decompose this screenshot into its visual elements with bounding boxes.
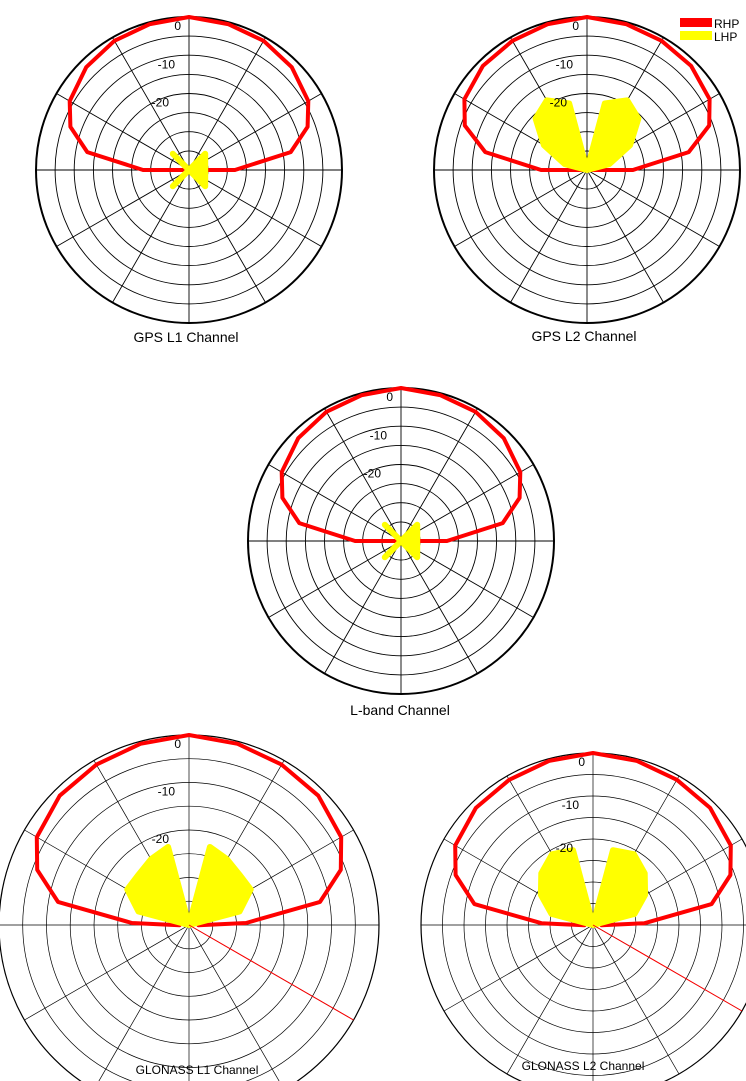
ring-label: 0	[174, 737, 181, 751]
series-radial-line	[592, 924, 743, 1012]
ring-label: -20	[556, 841, 574, 855]
chart-l-band: 0 -10 -20 L-band Channel	[247, 386, 555, 718]
polar-plot-gps-l1: 0 -10 -20	[35, 15, 343, 324]
legend-label-rhp: RHP	[714, 17, 739, 31]
legend-swatch-lhp	[680, 31, 712, 40]
caption-gps-l2: GPS L2 Channel	[531, 328, 636, 344]
polar-plot-glonass-l1: 0 -10 -20	[0, 733, 380, 1081]
chart-gps-l1: 0 -10 -20 GPS L1 Channel	[35, 15, 343, 345]
series-radial-line	[188, 924, 354, 1021]
ring-label: 0	[174, 19, 181, 33]
ring-label: -10	[158, 57, 176, 71]
ring-label: -10	[556, 57, 574, 71]
chart-glonass-l2: 0 -10 -20 GLONASS L2 Channel	[420, 751, 746, 1081]
grid-ring	[0, 734, 380, 1081]
chart-glonass-l1: 0 -10 -20 GLONASS L1 Channel	[0, 733, 380, 1081]
polar-plot-gps-l2: 0 -10 -20	[433, 15, 741, 324]
polar-plot-glonass-l2: 0 -10 -20	[420, 751, 746, 1081]
ring-label: 0	[578, 755, 585, 769]
legend-label-lhp: LHP	[714, 30, 737, 44]
caption-gps-l1: GPS L1 Channel	[133, 329, 238, 345]
polar-grid	[420, 752, 746, 1081]
ring-label: 0	[386, 390, 393, 404]
ring-label: -10	[370, 428, 388, 442]
ring-label: -20	[152, 832, 170, 846]
ring-label: 0	[572, 19, 579, 33]
ring-label: -20	[550, 96, 568, 110]
caption-l-band: L-band Channel	[350, 702, 450, 718]
legend: RHP LHP	[680, 17, 739, 44]
ring-label: -10	[158, 785, 176, 799]
caption-glonass-l1: GLONASS L1 Channel	[136, 1063, 259, 1077]
legend-swatch-rhp	[680, 18, 712, 27]
caption-glonass-l2: GLONASS L2 Channel	[522, 1059, 645, 1073]
chart-gps-l2: 0 -10 -20 GPS L2 Channel	[433, 15, 741, 344]
polar-grid	[0, 734, 380, 1081]
ring-label: -10	[562, 798, 580, 812]
ring-label: -20	[152, 96, 170, 110]
polar-plot-l-band: 0 -10 -20	[247, 386, 555, 695]
ring-label: -20	[364, 467, 382, 481]
